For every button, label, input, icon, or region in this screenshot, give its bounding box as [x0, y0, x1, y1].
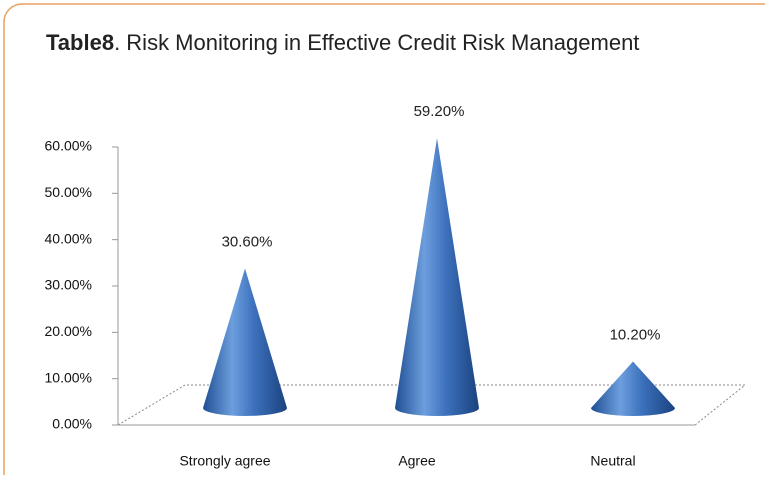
cone — [203, 268, 287, 416]
y-tick-label: 30.00% — [45, 277, 92, 293]
y-tick-label: 40.00% — [45, 230, 92, 246]
value-label: 59.20% — [414, 103, 465, 120]
value-label: 10.20% — [610, 326, 661, 343]
title-label: Table8 — [46, 30, 114, 55]
x-tick-label: Agree — [398, 453, 436, 469]
y-tick-label: 50.00% — [45, 184, 92, 200]
y-tick-label: 0.00% — [52, 416, 92, 432]
value-label: 30.60% — [222, 233, 273, 250]
y-tick-label: 10.00% — [45, 369, 92, 385]
cone — [395, 138, 479, 416]
x-tick-label: Strongly agree — [179, 453, 270, 469]
y-tick-label: 60.00% — [45, 138, 92, 154]
title-text: . Risk Monitoring in Effective Credit Ri… — [114, 30, 639, 55]
cone — [591, 361, 675, 416]
frame — [3, 3, 765, 480]
chart-title: Table8. Risk Monitoring in Effective Cre… — [46, 30, 639, 55]
x-tick-label: Neutral — [590, 453, 635, 469]
y-tick-label: 20.00% — [45, 323, 92, 339]
